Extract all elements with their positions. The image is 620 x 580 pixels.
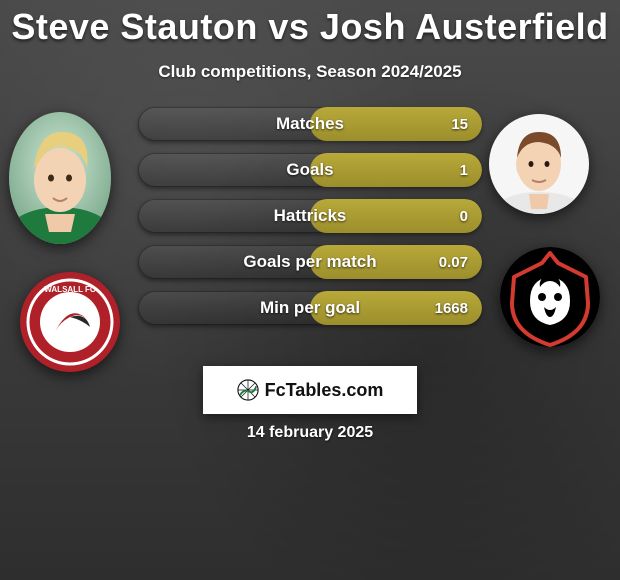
club-right-badge <box>500 247 600 347</box>
page-title: Steve Stauton vs Josh Austerfield <box>0 0 620 48</box>
stat-bar: Min per goal1668 <box>138 291 482 325</box>
brand-box: FcTables.com <box>203 366 417 414</box>
stat-value-left <box>138 107 166 141</box>
stat-value-left <box>138 245 166 279</box>
stat-label: Matches <box>138 107 482 141</box>
stat-label: Goals <box>138 153 482 187</box>
stat-value-left <box>138 153 166 187</box>
stat-bar: Goals1 <box>138 153 482 187</box>
svg-text:WALSALL FC: WALSALL FC <box>44 285 96 294</box>
club-left-crest-icon: WALSALL FC <box>20 272 120 372</box>
stat-value-right: 1 <box>446 153 482 187</box>
stat-bars: Matches15 Goals1 Hattricks0 Goals per match… <box>138 107 482 325</box>
stat-value-right: 1668 <box>421 291 482 325</box>
stat-value-left <box>138 199 166 233</box>
player-right-portrait <box>489 114 589 214</box>
stat-bar: Matches15 <box>138 107 482 141</box>
date-label: 14 february 2025 <box>247 424 373 442</box>
stat-value-right: 0 <box>446 199 482 233</box>
club-left-badge: WALSALL FC <box>20 272 120 372</box>
player-left-avatar-icon <box>9 112 111 244</box>
stat-bar: Goals per match0.07 <box>138 245 482 279</box>
comparison-arena: WALSALL FC Matches15Goals1Hattricks0Goal… <box>0 112 620 372</box>
brand-text: FcTables.com <box>265 380 384 401</box>
stat-label: Hattricks <box>138 199 482 233</box>
brand-logo-icon <box>237 379 259 401</box>
club-right-crest-icon <box>500 247 600 347</box>
stat-value-right: 0.07 <box>425 245 482 279</box>
player-left-portrait <box>9 112 111 244</box>
stat-bar: Hattricks0 <box>138 199 482 233</box>
player-right-avatar-icon <box>489 114 589 214</box>
subtitle: Club competitions, Season 2024/2025 <box>0 62 620 82</box>
stat-value-left <box>138 291 166 325</box>
stat-value-right: 15 <box>437 107 482 141</box>
